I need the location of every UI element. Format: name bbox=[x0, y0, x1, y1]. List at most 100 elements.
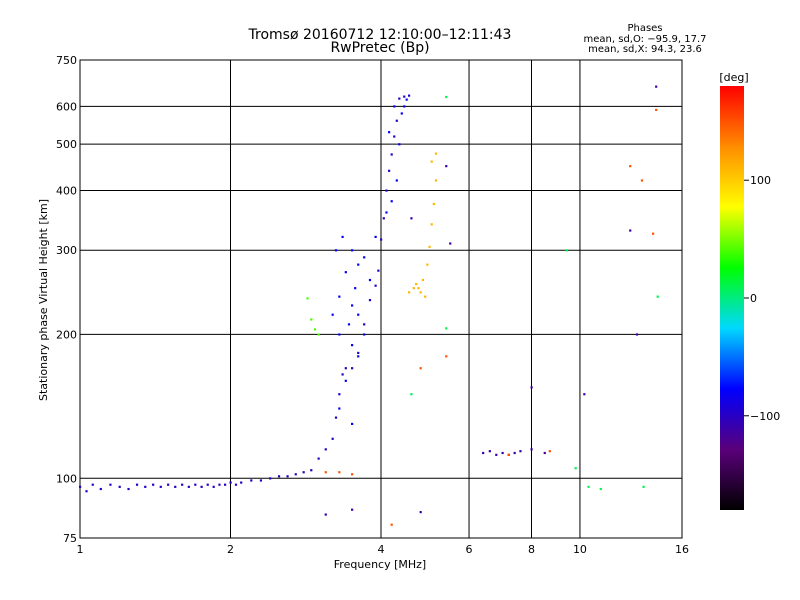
data-point bbox=[344, 379, 347, 382]
data-point bbox=[347, 323, 351, 326]
data-point bbox=[387, 131, 391, 134]
data-point bbox=[368, 299, 372, 302]
colorbar bbox=[720, 86, 744, 510]
data-point bbox=[91, 483, 94, 486]
x-axis-ticks: 1 2 4 6 8 10 16 bbox=[77, 543, 690, 556]
data-point bbox=[629, 229, 632, 232]
data-point bbox=[507, 453, 510, 456]
data-point bbox=[357, 351, 360, 355]
data-point bbox=[385, 211, 388, 214]
data-point bbox=[341, 235, 344, 239]
data-point bbox=[385, 189, 388, 192]
data-point bbox=[599, 487, 602, 491]
data-point bbox=[543, 451, 546, 455]
data-point bbox=[79, 485, 82, 488]
data-point bbox=[445, 165, 448, 168]
data-point bbox=[302, 471, 305, 474]
data-point bbox=[338, 333, 341, 336]
data-point bbox=[390, 523, 393, 526]
x-tick-label: 4 bbox=[378, 543, 385, 556]
x-tick-label: 6 bbox=[466, 543, 473, 556]
data-point bbox=[338, 407, 341, 410]
data-point bbox=[424, 295, 427, 298]
data-point bbox=[519, 450, 522, 453]
data-points bbox=[79, 85, 659, 526]
data-point bbox=[530, 386, 533, 389]
x-tick-label: 10 bbox=[573, 543, 587, 556]
colorbar-tick-label: −100 bbox=[750, 410, 780, 423]
data-point bbox=[419, 291, 422, 294]
data-point bbox=[269, 477, 272, 480]
data-point bbox=[351, 249, 354, 252]
data-point bbox=[426, 263, 429, 266]
data-point bbox=[635, 333, 639, 336]
data-point bbox=[501, 451, 504, 455]
data-point bbox=[99, 487, 102, 491]
x-axis-title: Frequency [MHz] bbox=[334, 558, 426, 571]
data-point bbox=[530, 448, 533, 451]
data-point bbox=[229, 481, 232, 484]
data-point bbox=[398, 143, 401, 146]
data-point bbox=[317, 457, 320, 460]
grid-lines bbox=[80, 60, 682, 538]
data-point bbox=[351, 304, 354, 307]
data-point bbox=[338, 393, 341, 396]
data-point bbox=[351, 508, 354, 511]
data-point bbox=[224, 483, 227, 486]
data-point bbox=[118, 485, 121, 488]
y-tick-label: 75 bbox=[63, 532, 77, 545]
data-point bbox=[286, 475, 289, 478]
data-point bbox=[656, 295, 659, 298]
data-point bbox=[374, 284, 377, 287]
data-point bbox=[167, 483, 170, 486]
colorbar-tick-label: 0 bbox=[750, 292, 757, 305]
data-point bbox=[174, 485, 177, 488]
data-point bbox=[212, 485, 215, 488]
data-point bbox=[393, 135, 396, 138]
data-point bbox=[368, 278, 372, 282]
data-point bbox=[306, 297, 309, 300]
data-point bbox=[587, 485, 590, 488]
data-point bbox=[400, 112, 403, 115]
data-point bbox=[317, 333, 320, 336]
data-point bbox=[640, 179, 644, 182]
data-point bbox=[144, 485, 147, 488]
data-point bbox=[428, 245, 431, 248]
data-point bbox=[419, 511, 422, 514]
data-point bbox=[434, 152, 438, 155]
stats-heading: Phases bbox=[627, 23, 662, 34]
y-tick-label: 600 bbox=[56, 100, 77, 113]
data-point bbox=[513, 451, 516, 455]
data-point bbox=[419, 367, 422, 370]
data-point bbox=[421, 278, 425, 282]
data-point bbox=[344, 271, 347, 274]
data-point bbox=[338, 471, 341, 474]
data-point bbox=[417, 287, 420, 290]
data-point bbox=[574, 467, 577, 470]
data-point bbox=[548, 450, 551, 453]
x-tick-label: 8 bbox=[528, 543, 535, 556]
data-point bbox=[334, 249, 338, 252]
data-point bbox=[363, 333, 366, 336]
y-tick-label: 300 bbox=[56, 244, 77, 257]
data-point bbox=[341, 373, 344, 376]
data-point bbox=[363, 323, 366, 326]
data-point bbox=[181, 483, 184, 486]
data-point bbox=[324, 513, 327, 516]
data-point bbox=[294, 473, 297, 476]
data-point bbox=[344, 367, 347, 370]
data-point bbox=[407, 291, 411, 294]
data-point bbox=[403, 95, 406, 98]
data-point bbox=[488, 450, 491, 453]
data-point bbox=[642, 485, 645, 488]
data-point bbox=[313, 328, 317, 331]
data-point bbox=[324, 448, 327, 451]
y-axis-ticks: 75 100 200 300 400 500 600 750 bbox=[56, 54, 77, 545]
data-point bbox=[387, 169, 391, 172]
data-point bbox=[395, 119, 398, 122]
x-tick-label: 2 bbox=[227, 543, 234, 556]
data-point bbox=[357, 355, 360, 358]
data-point bbox=[363, 256, 366, 259]
data-point bbox=[393, 105, 396, 108]
